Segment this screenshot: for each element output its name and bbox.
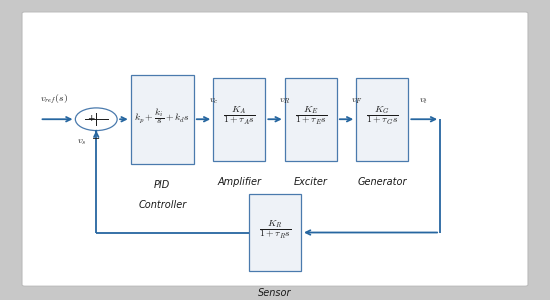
Text: $v_F$: $v_F$ — [350, 96, 362, 106]
Text: $v_{ref}(s)$: $v_{ref}(s)$ — [40, 93, 68, 106]
FancyBboxPatch shape — [213, 77, 265, 161]
Text: Amplifier: Amplifier — [217, 177, 261, 188]
Text: $v_c$: $v_c$ — [208, 96, 218, 106]
Text: $\dfrac{K_A}{1+\tau_A s}$: $\dfrac{K_A}{1+\tau_A s}$ — [223, 105, 255, 128]
FancyBboxPatch shape — [249, 194, 301, 271]
FancyBboxPatch shape — [22, 12, 528, 286]
FancyBboxPatch shape — [356, 77, 408, 161]
FancyBboxPatch shape — [131, 74, 194, 164]
Text: $\dfrac{K_R}{1+\tau_R s}$: $\dfrac{K_R}{1+\tau_R s}$ — [259, 218, 291, 241]
Text: Sensor: Sensor — [258, 288, 292, 298]
Text: $v_R$: $v_R$ — [279, 96, 291, 106]
Text: $v_t$: $v_t$ — [419, 96, 428, 106]
Circle shape — [75, 108, 117, 130]
Text: Controller: Controller — [138, 200, 186, 210]
Text: Generator: Generator — [358, 177, 407, 188]
Text: PID: PID — [154, 180, 170, 190]
Text: $\dfrac{K_E}{1+\tau_E s}$: $\dfrac{K_E}{1+\tau_E s}$ — [295, 105, 327, 128]
Text: $+$: $+$ — [87, 113, 95, 123]
Text: $\dfrac{K_G}{1+\tau_G s}$: $\dfrac{K_G}{1+\tau_G s}$ — [366, 105, 399, 128]
Text: Exciter: Exciter — [294, 177, 328, 188]
Text: $-$: $-$ — [91, 132, 100, 142]
Text: $k_p + \dfrac{k_i}{s} + k_d s$: $k_p + \dfrac{k_i}{s} + k_d s$ — [134, 106, 190, 126]
Text: $v_s$: $v_s$ — [76, 137, 86, 147]
FancyBboxPatch shape — [285, 77, 337, 161]
